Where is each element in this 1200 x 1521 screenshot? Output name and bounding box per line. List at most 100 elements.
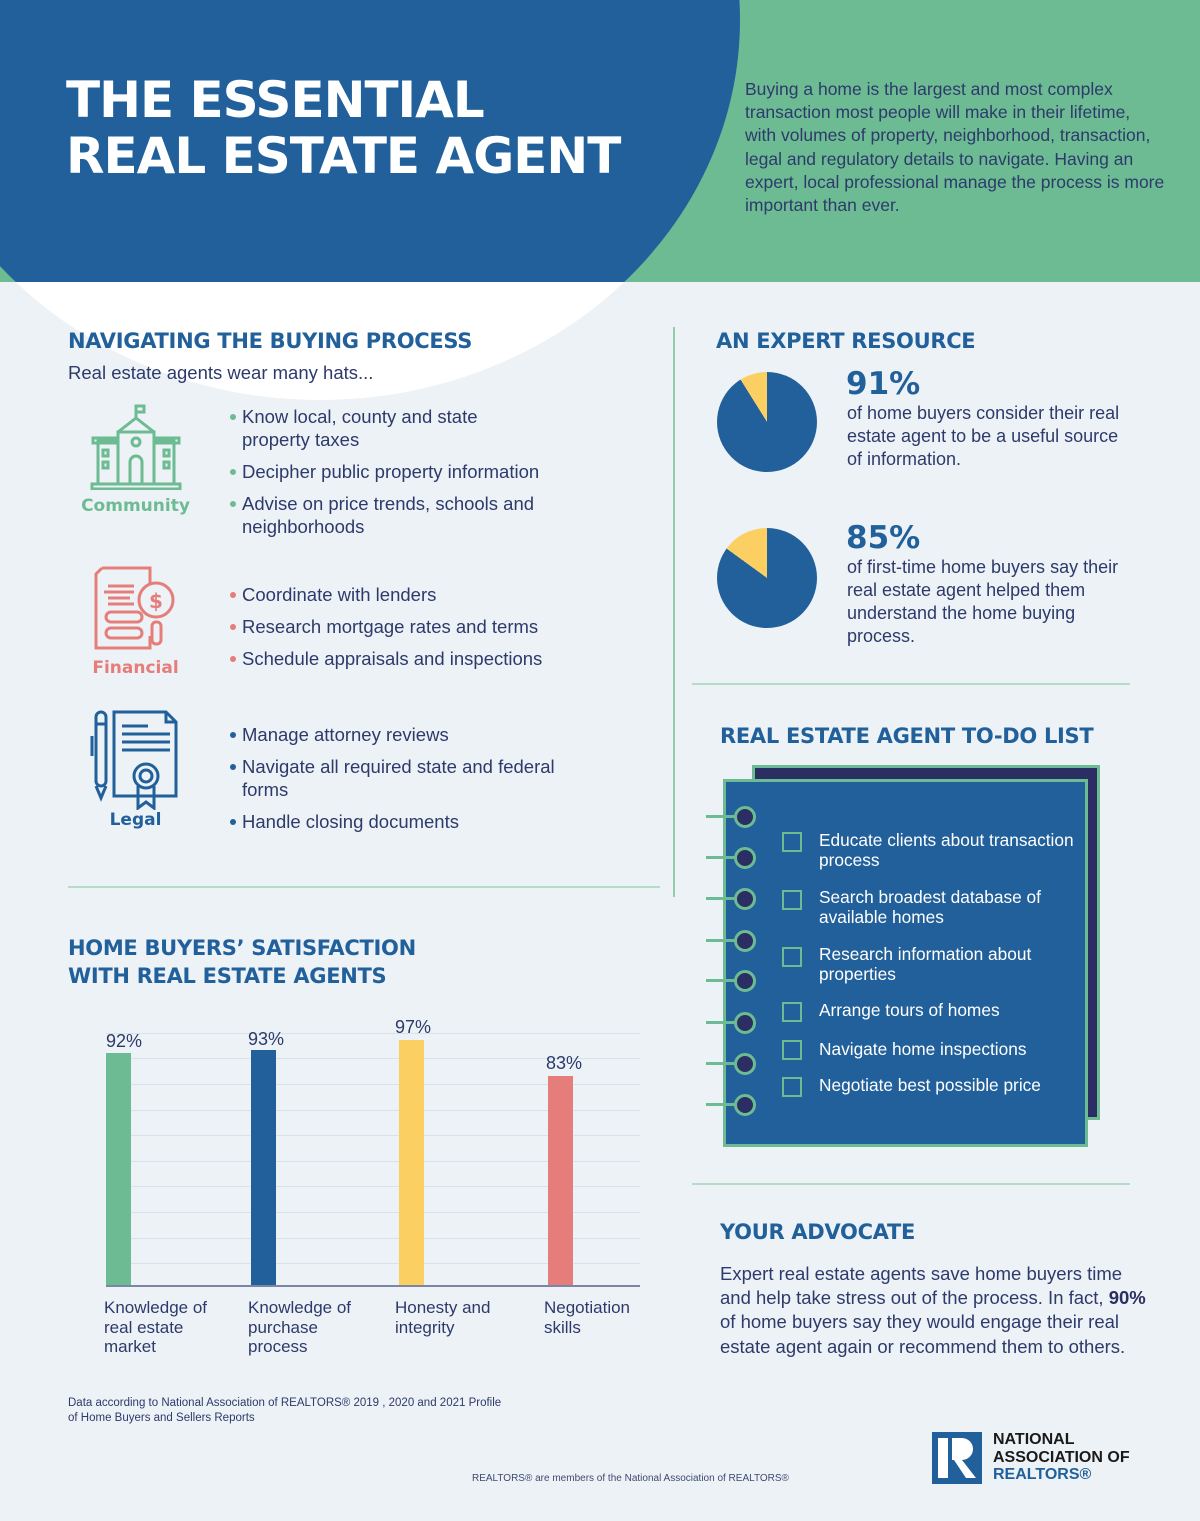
advocate-paragraph: Expert real estate agents save home buye… [720,1262,1150,1359]
financial-document-icon: $ [94,566,174,650]
gridline [106,1263,640,1264]
x-label: Knowledge of real estate market [104,1298,208,1356]
community-building-icon [90,404,181,490]
list-item: Navigate all required state and federal … [228,755,558,801]
divider-left [68,886,660,888]
satisfaction-bar-chart: 92% 93% 97% 83% [106,1015,640,1287]
ring-wire [706,979,736,982]
list-item: Schedule appraisals and inspections [228,647,542,670]
financial-list: Coordinate with lenders Research mortgag… [228,583,542,679]
gridline [106,1161,640,1162]
ring-wire [706,815,736,818]
x-label: Negotiation skills [544,1298,631,1337]
logo-line: REALTORS® [993,1466,1092,1483]
divider-todo [692,1183,1130,1185]
footer-note: REALTORS® are members of the National As… [472,1473,789,1484]
ring-wire [706,1021,736,1024]
todo-item: Educate clients about transaction proces… [819,830,1074,870]
legal-list: Manage attorney reviews Navigate all req… [228,723,558,842]
ring-wire [706,1103,736,1106]
legal-certificate-icon [90,710,177,810]
page-title: THE ESSENTIAL REAL ESTATE AGENT [66,72,621,185]
todo-checkbox[interactable] [782,832,802,852]
todo-checkbox[interactable] [782,1040,802,1060]
vertical-divider [673,327,675,897]
x-label: Knowledge of purchase process [248,1298,352,1356]
section-subtitle: Real estate agents wear many hats... [68,362,374,383]
binder-ring-icon [734,930,756,952]
category-community: Community [68,404,203,516]
stat-description: of first-time home buyers say their real… [847,557,1119,646]
todo-item: Arrange tours of homes [819,1000,1000,1020]
binder-ring-icon [734,970,756,992]
logo-line: NATIONAL [993,1431,1075,1448]
todo-item: Navigate home inspections [819,1039,1027,1059]
bar-value: 93% [248,1029,285,1049]
todo-item: Negotiate best possible price [819,1075,1041,1095]
chart-title-line-2: WITH REAL ESTATE AGENTS [68,964,387,988]
category-label: Financial [92,658,179,678]
section-title-satisfaction: HOME BUYERS’ SATISFACTION WITH REAL ESTA… [68,934,416,990]
stat-description: of home buyers consider their real estat… [847,403,1120,469]
list-item: Research mortgage rates and terms [228,615,542,638]
gridline [106,1110,640,1111]
bar-negotiation [548,1076,573,1285]
ring-wire [706,1062,736,1065]
binder-ring-icon [734,888,756,910]
category-financial: $ Financial [68,564,203,678]
section-title-advocate: YOUR ADVOCATE [720,1220,916,1244]
category-label: Community [81,496,190,516]
list-item: Coordinate with lenders [228,583,542,606]
gridline [106,1135,640,1136]
gridline [106,1058,640,1059]
binder-ring-icon [734,806,756,828]
intro-paragraph: Buying a home is the largest and most co… [745,79,1165,216]
bar-knowledge-market [106,1053,131,1285]
divider-expert [692,683,1130,685]
stat-value: 91% [846,366,921,402]
binder-ring-icon [734,1094,756,1116]
gridline [106,1212,640,1213]
advocate-highlight: 90% [1108,1287,1146,1309]
todo-checkbox[interactable] [782,890,802,910]
gridline [106,1033,640,1034]
todo-item: Search broadest database of available ho… [819,887,1041,927]
gridline [106,1186,640,1187]
header-circle-shape [0,0,740,282]
bar-knowledge-process [251,1050,276,1285]
list-item: Manage attorney reviews [228,723,558,746]
todo-checkbox[interactable] [782,1077,802,1097]
x-label: Honesty and integrity [395,1298,491,1337]
todo-checkbox[interactable] [782,1002,802,1022]
stat-value: 85% [846,520,921,556]
title-line-2: REAL ESTATE AGENT [66,127,621,185]
todo-item: Research information about properties [819,944,1032,984]
list-item: Decipher public property information [228,460,568,483]
community-list: Know local, county and state property ta… [228,405,568,547]
r-glyph-icon [938,1438,976,1478]
todo-checkbox[interactable] [782,947,802,967]
header-circle-continuation [0,282,1200,402]
chart-title-line-1: HOME BUYERS’ SATISFACTION [68,936,416,960]
ring-wire [706,939,736,942]
pie-chart-91 [717,372,817,472]
binder-ring-icon [734,1053,756,1075]
gridline [106,1084,640,1085]
pie-chart-85 [717,528,817,628]
header-banner: THE ESSENTIAL REAL ESTATE AGENT Buying a… [0,0,1200,282]
category-label: Legal [109,810,162,830]
bar-value: 92% [106,1031,143,1051]
nar-logo-text: NATIONAL ASSOCIATION OF REALTORS® [993,1431,1130,1484]
section-title-todo: REAL ESTATE AGENT TO-DO LIST [720,724,1094,748]
list-item: Handle closing documents [228,810,558,833]
ring-wire [706,897,736,900]
bar-honesty [399,1040,424,1285]
category-legal: Legal [68,710,203,830]
list-item: Know local, county and state property ta… [228,405,548,451]
x-axis [106,1285,640,1287]
logo-line: ASSOCIATION OF [993,1448,1130,1466]
advocate-text: of home buyers say they would engage the… [720,1311,1126,1357]
realtor-r-logo-icon [932,1432,982,1484]
data-source-note: Data according to National Association o… [68,1397,502,1424]
list-item: Advise on price trends, schools and neig… [228,492,568,538]
